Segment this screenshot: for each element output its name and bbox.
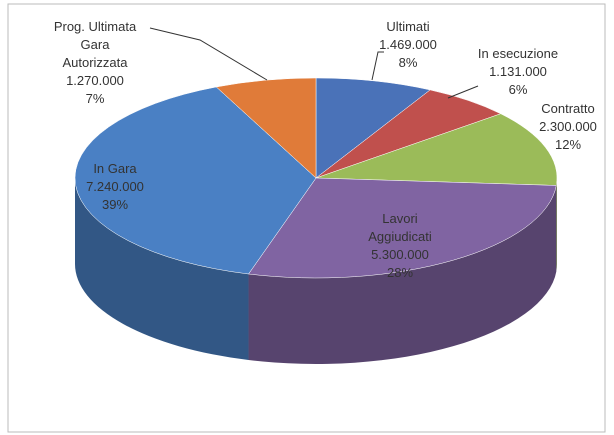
leader-line bbox=[149, 27, 268, 81]
slice-percent: 6% bbox=[508, 82, 528, 97]
slice-name: Lavori Aggiudicati bbox=[368, 211, 432, 244]
slice-name: In esecuzione bbox=[477, 46, 559, 61]
pie-side bbox=[556, 178, 557, 272]
slice-name: Contratto bbox=[541, 101, 595, 116]
chart-frame bbox=[7, 3, 606, 433]
slice-name: Prog. Ultimata Gara Autorizzata bbox=[53, 19, 137, 70]
pie-slice bbox=[315, 77, 431, 179]
slice-value: 1.270.000 bbox=[66, 73, 124, 88]
pie-slice bbox=[315, 113, 558, 186]
slice-value: 7.240.000 bbox=[86, 179, 144, 194]
data-label: Prog. Ultimata Gara Autorizzata 1.270.000… bbox=[48, 18, 143, 108]
slice-value: 2.300.000 bbox=[539, 119, 597, 134]
slice-percent: 39% bbox=[101, 197, 129, 212]
slice-value: 1.469.000 bbox=[379, 37, 437, 52]
pie-sides bbox=[75, 178, 557, 364]
slice-value: 5.300.000 bbox=[371, 247, 429, 262]
slice-name: In Gara bbox=[93, 161, 137, 176]
slice-value: 1.131.000 bbox=[489, 64, 547, 79]
data-label: Contratto 2.300.000 12% bbox=[539, 100, 597, 154]
data-label: Ultimati 1.469.000 8% bbox=[379, 18, 437, 72]
pie-side bbox=[75, 178, 249, 361]
leader-line bbox=[447, 85, 479, 99]
data-label: In esecuzione 1.131.000 6% bbox=[478, 45, 558, 99]
pie-slice bbox=[74, 86, 317, 275]
slice-percent: 28% bbox=[386, 265, 414, 280]
pie-slice bbox=[248, 177, 557, 279]
slice-percent: 8% bbox=[398, 55, 418, 70]
pie-slice bbox=[215, 77, 317, 179]
slice-percent: 12% bbox=[554, 137, 582, 152]
pie-side bbox=[248, 185, 557, 364]
leader-line bbox=[371, 51, 384, 81]
data-label: Lavori Aggiudicati 5.300.000 28% bbox=[355, 210, 445, 282]
slice-name: Ultimati bbox=[386, 19, 430, 34]
pie-tops bbox=[74, 77, 558, 279]
slice-percent: 7% bbox=[85, 91, 105, 106]
data-label: In Gara 7.240.000 39% bbox=[86, 160, 144, 214]
